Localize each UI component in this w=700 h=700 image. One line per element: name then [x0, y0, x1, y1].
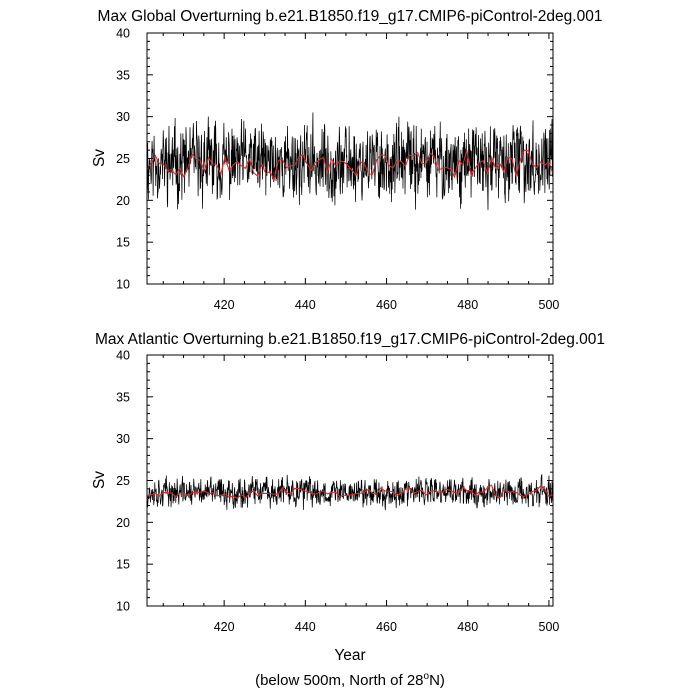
footnote-degree: o [424, 671, 430, 682]
atlantic-chart-title: Max Atlantic Overturning b.e21.B1850.f19… [95, 331, 605, 348]
global-ytick-label: 35 [116, 68, 130, 82]
atlantic-overturning-panel: Max Atlantic Overturning b.e21.B1850.f19… [91, 331, 605, 664]
atlantic-xtick-label: 480 [457, 620, 478, 634]
global-xtick-label: 460 [376, 298, 397, 312]
atlantic-series-monthly [147, 473, 553, 511]
global-series-monthly [147, 112, 553, 211]
x-axis-label: Year [334, 647, 365, 664]
global-overturning-panel: Max Global Overturning b.e21.B1850.f19_g… [91, 8, 602, 312]
global-ytick-label: 20 [116, 194, 130, 208]
atlantic-ytick-label: 35 [116, 390, 130, 404]
atlantic-ytick-label: 25 [116, 474, 130, 488]
atlantic-ytick-label: 40 [116, 349, 130, 363]
global-ytick-label: 25 [116, 152, 130, 166]
atlantic-xtick-label: 420 [214, 620, 235, 634]
atlantic-ytick-label: 20 [116, 516, 130, 530]
global-xtick-label: 440 [295, 298, 316, 312]
atlantic-xtick-label: 460 [376, 620, 397, 634]
atlantic-ytick-label: 15 [116, 558, 130, 572]
atlantic-ytick-label: 10 [116, 600, 130, 614]
atlantic-xtick-label: 500 [539, 620, 560, 634]
global-xtick-label: 500 [539, 298, 560, 312]
global-ytick-label: 15 [116, 236, 130, 250]
atlantic-axes: 10 15 20 25 30 35 40 420 440 460 480 500 [116, 349, 559, 635]
footnote-prefix: (below 500m, North of 28 [255, 672, 423, 689]
global-xtick-label: 480 [457, 298, 478, 312]
footnote: (below 500m, North of 28oN) [255, 671, 445, 689]
atlantic-xtick-label: 440 [295, 620, 316, 634]
atlantic-ytick-label: 30 [116, 432, 130, 446]
global-ytick-label: 30 [116, 110, 130, 124]
global-series-annual-mean [147, 149, 553, 182]
footnote-suffix: N) [429, 672, 445, 689]
global-series-layer [147, 112, 553, 211]
global-ytick-label: 10 [116, 278, 130, 292]
atlantic-series-annual-mean [147, 484, 553, 499]
global-axes: 10 15 20 25 30 35 40 420 440 460 480 500 [116, 27, 559, 313]
atlantic-y-axis-label: Sv [91, 471, 108, 489]
global-ytick-label: 40 [116, 27, 130, 41]
global-y-axis-label: Sv [91, 149, 108, 167]
global-xtick-label: 420 [214, 298, 235, 312]
global-chart-title: Max Global Overturning b.e21.B1850.f19_g… [98, 8, 603, 25]
atlantic-series-layer [147, 473, 553, 511]
